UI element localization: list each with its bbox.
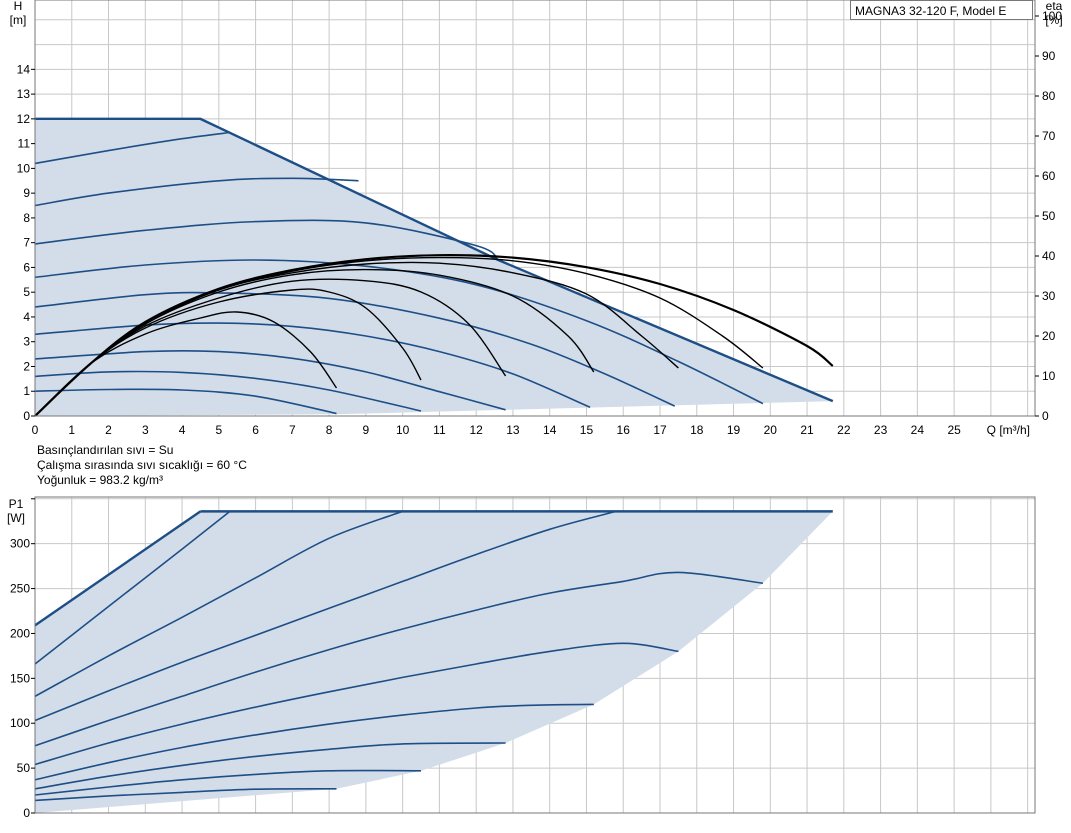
head-y-tick-label: 6 <box>23 260 30 274</box>
head-curve <box>34 349 506 411</box>
head-x-tick-label: 16 <box>617 423 631 437</box>
power-plot: 0 50 100 150 200 250 300 P1[W] <box>7 496 1036 820</box>
head-max-curve <box>35 117 834 403</box>
head-x-tick-label: 9 <box>363 423 370 437</box>
head-x-tick-label: 7 <box>289 423 296 437</box>
head-x-tick-label: 11 <box>433 423 446 437</box>
power-y-tick-label: 150 <box>10 671 30 685</box>
head-x-tick-label: 0 <box>32 423 39 437</box>
head-x-tick-label: 14 <box>543 423 557 437</box>
power-axis-title: P1 <box>9 497 24 511</box>
power-curve <box>34 510 403 698</box>
head-curve <box>34 388 337 415</box>
head-x-tick-label: 8 <box>326 423 333 437</box>
eta-y-tick-label: 0 <box>1042 409 1049 423</box>
head-y-tick-label: 9 <box>23 186 30 200</box>
head-y-tick-label: 1 <box>23 384 30 398</box>
head-x-tick-label: 21 <box>800 423 814 437</box>
head-curve <box>34 291 676 407</box>
head-x-tick-label: 5 <box>215 423 222 437</box>
eta-y-tick-label: 80 <box>1042 89 1056 103</box>
head-x-tick-label: 10 <box>396 423 410 437</box>
eta-y-tick-label: 100 <box>1042 9 1062 23</box>
eta-y-tick-label: 40 <box>1042 249 1056 263</box>
power-y-tick-label: 100 <box>10 716 30 730</box>
power-plot-frame <box>34 496 1036 814</box>
head-y-tick-label: 4 <box>23 310 30 324</box>
eta-curve <box>34 261 679 417</box>
head-plot-frame <box>34 0 1036 417</box>
power-y-tick-label: 300 <box>10 537 30 551</box>
power-curve <box>34 571 764 747</box>
eta-axis-title: eta <box>1046 0 1063 13</box>
head-curve <box>34 370 422 412</box>
power-curve <box>34 510 617 722</box>
eta-y-tick-label: 90 <box>1042 49 1056 63</box>
head-y-tick-label: 0 <box>23 409 30 423</box>
head-y-tick-label: 10 <box>17 161 31 175</box>
power-y-tick-label: 0 <box>23 806 30 820</box>
head-y-tick-label: 7 <box>23 236 30 250</box>
fluid-note: Basınçlandırılan sıvı = Su <box>37 443 174 457</box>
head-operating-area <box>35 118 833 416</box>
head-y-tick-label: 14 <box>17 62 31 76</box>
power-y-tick-label: 50 <box>17 761 31 775</box>
flow-axis-title: Q [m³/h] <box>987 423 1030 437</box>
pump-model-title: MAGNA3 32-120 F, Model E <box>850 0 1033 20</box>
head-y-tick-label: 12 <box>17 112 31 126</box>
power-curve <box>34 642 679 766</box>
head-y-tick-label: 2 <box>23 359 30 373</box>
head-x-tick-label: 20 <box>764 423 778 437</box>
density-note: Yoğunluk = 983.2 kg/m³ <box>37 473 163 487</box>
head-curve <box>34 322 591 409</box>
head-curve <box>34 177 359 207</box>
head-x-tick-label: 2 <box>105 423 112 437</box>
eta-axis-unit: [%] <box>1045 13 1062 27</box>
head-x-tick-label: 25 <box>947 423 961 437</box>
head-y-tick-label: 3 <box>23 335 30 349</box>
head-x-tick-label: 23 <box>874 423 888 437</box>
power-edge-line <box>34 510 202 627</box>
head-y-tick-label: 11 <box>18 137 31 151</box>
head-x-tick-label: 6 <box>252 423 259 437</box>
eta-y-tick-label: 70 <box>1042 129 1056 143</box>
head-curve <box>34 131 230 165</box>
eta-y-tick-label: 20 <box>1042 329 1056 343</box>
head-x-tick-label: 22 <box>837 423 851 437</box>
eta-curve <box>34 254 834 417</box>
power-curve <box>34 787 337 802</box>
eta-y-tick-label: 50 <box>1042 209 1056 223</box>
head-axis-title: H <box>14 0 23 13</box>
head-x-tick-label: 15 <box>580 423 594 437</box>
power-curve <box>34 510 231 665</box>
eta-y-tick-label: 10 <box>1042 369 1056 383</box>
power-axis-unit: [W] <box>7 511 25 525</box>
power-curve <box>34 742 506 790</box>
head-x-tick-label: 19 <box>727 423 741 437</box>
power-curve <box>34 703 594 781</box>
head-x-tick-label: 3 <box>142 423 149 437</box>
temperature-note: Çalışma sırasında sıvı sıcaklığı = 60 °C <box>37 458 247 472</box>
head-x-tick-label: 17 <box>653 423 667 437</box>
head-axis-unit: [m] <box>10 13 27 27</box>
head-x-tick-label: 13 <box>506 423 520 437</box>
head-x-tick-label: 12 <box>469 423 483 437</box>
head-y-tick-label: 5 <box>23 285 30 299</box>
head-eta-plot: 0123456789101112131401020304050607080901… <box>10 0 1063 437</box>
head-x-tick-label: 24 <box>911 423 925 437</box>
eta-y-tick-label: 60 <box>1042 169 1056 183</box>
head-y-tick-label: 8 <box>23 211 30 225</box>
power-y-tick-label: 250 <box>10 582 30 596</box>
eta-y-tick-label: 30 <box>1042 289 1056 303</box>
head-x-tick-label: 18 <box>690 423 704 437</box>
power-curve <box>34 769 422 796</box>
head-x-tick-label: 1 <box>68 423 75 437</box>
head-y-tick-label: 13 <box>17 87 31 101</box>
power-y-tick-label: 200 <box>10 626 30 640</box>
head-curve <box>34 219 499 261</box>
head-x-tick-label: 4 <box>179 423 186 437</box>
